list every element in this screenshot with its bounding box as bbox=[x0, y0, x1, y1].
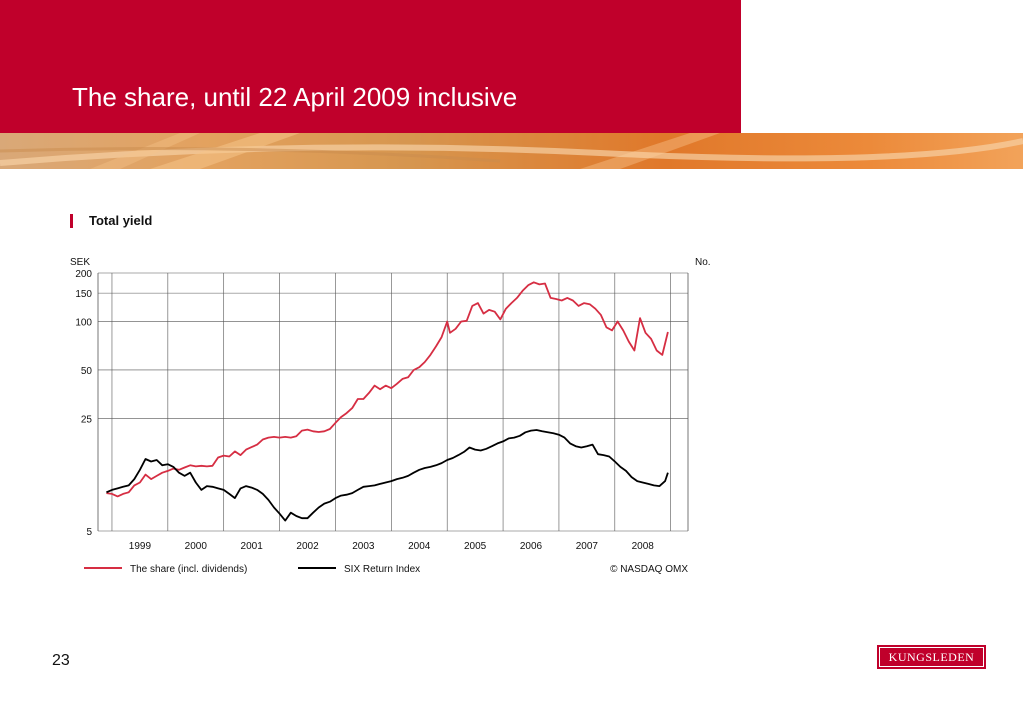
y-tick-label: 5 bbox=[86, 527, 92, 538]
header-block: The share, until 22 April 2009 inclusive bbox=[0, 0, 741, 133]
page-number: 23 bbox=[52, 652, 70, 669]
chart-container: Total yield 5 25 50 100 150 200 1999 2000 2001 20… bbox=[60, 205, 740, 590]
legend: The share (incl. dividends) SIX Return I… bbox=[84, 564, 688, 575]
x-tick-label: 2008 bbox=[632, 541, 655, 552]
x-tick-label: 2003 bbox=[352, 541, 375, 552]
source-credit: © NASDAQ OMX bbox=[610, 564, 688, 575]
chart-svg: 5 25 50 100 150 200 1999 2000 2001 2002 2003 2004 20… bbox=[70, 257, 711, 575]
x-tick-label: 2000 bbox=[185, 541, 208, 552]
slide-title: The share, until 22 April 2009 inclusive bbox=[72, 82, 518, 112]
decorative-banner bbox=[0, 133, 1023, 169]
grid-layer: 5 25 50 100 150 200 1999 2000 2001 2002 2003 2004 20… bbox=[75, 269, 689, 552]
series-line-six-index bbox=[106, 429, 669, 522]
label-layer: SEK No. bbox=[70, 257, 711, 268]
banner-streaks bbox=[0, 133, 1023, 169]
kungsleden-logo: KUNGSLEDEN bbox=[877, 645, 986, 669]
logo-text: KUNGSLEDEN bbox=[879, 647, 984, 667]
y-tick-label: 50 bbox=[81, 366, 93, 377]
x-tick-label: 2006 bbox=[520, 541, 543, 552]
x-tick-label: 2005 bbox=[464, 541, 487, 552]
x-tick-label: 2002 bbox=[296, 541, 319, 552]
y-axis-label: SEK bbox=[70, 257, 90, 268]
x-tick-label: 2004 bbox=[408, 541, 431, 552]
x-tick-label: 1999 bbox=[129, 541, 152, 552]
y-tick-label: 100 bbox=[75, 317, 92, 328]
x-tick-label: 2007 bbox=[576, 541, 599, 552]
y-axis-label-right: No. bbox=[695, 257, 711, 268]
heading-accent-bar bbox=[70, 214, 73, 228]
series-line-share bbox=[106, 281, 669, 498]
y-tick-label: 150 bbox=[75, 289, 92, 300]
y-tick-label: 25 bbox=[81, 414, 93, 425]
x-tick-label: 2001 bbox=[241, 541, 264, 552]
legend-label-index: SIX Return Index bbox=[344, 564, 420, 575]
series-layer bbox=[106, 281, 669, 522]
chart-title: Total yield bbox=[89, 213, 153, 228]
legend-label-share: The share (incl. dividends) bbox=[130, 564, 247, 575]
y-tick-label: 200 bbox=[75, 269, 92, 280]
